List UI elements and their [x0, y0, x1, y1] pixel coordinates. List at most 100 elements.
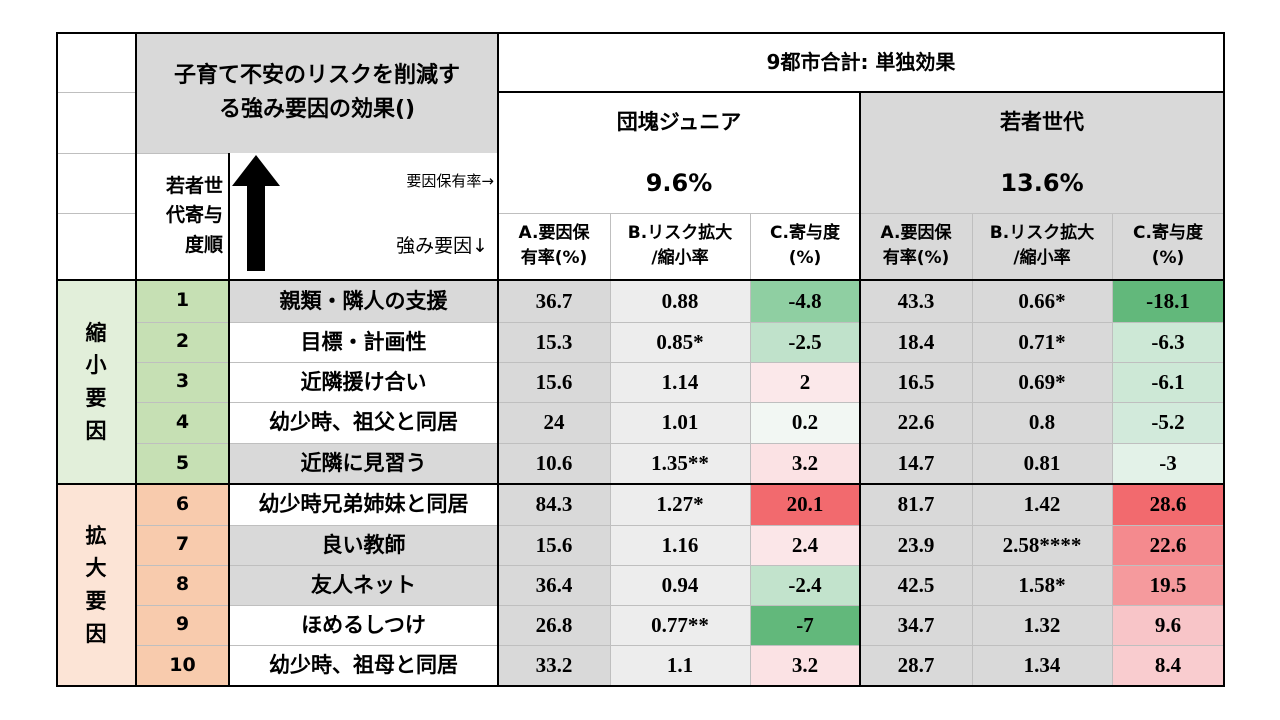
cell-jB: 0.85*	[610, 322, 750, 362]
cell-jA: 15.6	[498, 362, 610, 402]
grid-line	[56, 92, 136, 93]
grid-line	[136, 402, 1224, 403]
cell-wC: 22.6	[1112, 525, 1224, 565]
border-line	[56, 32, 58, 687]
col-header-w-a-line1: A.要因保	[880, 223, 952, 244]
cell-jA: 15.6	[498, 525, 610, 565]
cell-rank: 2	[136, 322, 229, 362]
col-header-w-b-line1: B.リスク拡大	[989, 223, 1095, 244]
cell-rank: 6	[136, 484, 229, 525]
cell-wA: 18.4	[860, 322, 972, 362]
cell-wA: 28.7	[860, 645, 972, 686]
table-title-line1: 子育て不安のリスクを削減す	[173, 62, 460, 88]
border-line	[56, 483, 1225, 485]
cell-wA: 22.6	[860, 402, 972, 443]
cell-wB: 0.81	[972, 443, 1112, 484]
cell-rank: 5	[136, 443, 229, 484]
cell-factor: 友人ネット	[229, 565, 498, 605]
cell-jB: 1.16	[610, 525, 750, 565]
col-header-w-c-line2: (%)	[1151, 248, 1185, 268]
cell-jC: 3.2	[750, 645, 860, 686]
cell-jB: 1.01	[610, 402, 750, 443]
cell-jA: 24	[498, 402, 610, 443]
cell-wC: 28.6	[1112, 484, 1224, 525]
cell-jC: 2.4	[750, 525, 860, 565]
grid-line	[750, 213, 751, 686]
grid-line	[56, 153, 136, 154]
cell-wA: 34.7	[860, 605, 972, 645]
category-reduction-char1: 縮	[85, 320, 107, 345]
cell-jC: 2	[750, 362, 860, 402]
border-line	[498, 91, 1225, 93]
col-header-j-a-line1: A.要因保	[518, 223, 590, 244]
cell-factor: 近隣に見習う	[229, 443, 498, 484]
group-name-young-generation: 若者世代	[860, 92, 1224, 153]
cell-wB: 0.69*	[972, 362, 1112, 402]
category-expansion-char1: 拡	[85, 523, 107, 548]
cell-factor: 幼少時、祖父と同居	[229, 402, 498, 443]
cell-factor: 幼少時兄弟姉妹と同居	[229, 484, 498, 525]
grid-line	[610, 213, 611, 686]
cell-jB: 1.14	[610, 362, 750, 402]
scope-header: 9都市合計: 単独効果	[498, 33, 1224, 92]
border-line	[56, 279, 1225, 281]
cell-wA: 43.3	[860, 280, 972, 322]
cell-jC: 3.2	[750, 443, 860, 484]
cell-factor: 近隣援け合い	[229, 362, 498, 402]
cell-wC: -6.3	[1112, 322, 1224, 362]
border-line	[228, 153, 230, 687]
cell-jA: 36.7	[498, 280, 610, 322]
cell-wB: 0.66*	[972, 280, 1112, 322]
cell-jB: 0.88	[610, 280, 750, 322]
border-line	[135, 32, 137, 687]
cell-jA: 15.3	[498, 322, 610, 362]
rank-order-label: 若者世 代寄与 度順	[136, 153, 229, 279]
grid-line	[136, 525, 1224, 526]
cell-wC: -5.2	[1112, 402, 1224, 443]
cell-rank: 1	[136, 280, 229, 322]
cell-wB: 1.32	[972, 605, 1112, 645]
cell-wA: 16.5	[860, 362, 972, 402]
cell-wC: -18.1	[1112, 280, 1224, 322]
border-line	[56, 32, 1225, 34]
factor-label-cell: 要因保有率→ 強み要因↓	[229, 153, 498, 279]
cell-jC: -2.4	[750, 565, 860, 605]
cell-rank: 3	[136, 362, 229, 402]
category-reduction-char2: 小	[85, 353, 107, 378]
col-header-w-c-line1: C.寄与度	[1133, 223, 1203, 244]
cell-jB: 1.35**	[610, 443, 750, 484]
grid-line	[136, 645, 1224, 646]
cell-jA: 36.4	[498, 565, 610, 605]
cell-factor: ほめるしつけ	[229, 605, 498, 645]
cell-factor: 親類・隣人の支援	[229, 280, 498, 322]
category-expansion: 拡 大 要 因	[56, 484, 136, 686]
category-reduction-char4: 因	[85, 418, 107, 443]
cell-wC: 19.5	[1112, 565, 1224, 605]
col-header-j-c: C.寄与度 (%)	[750, 213, 860, 279]
cell-factor: 幼少時、祖母と同居	[229, 645, 498, 686]
cell-wC: 9.6	[1112, 605, 1224, 645]
col-header-w-a-line2: 有率(%)	[882, 248, 950, 268]
group-name-dankai-junior: 団塊ジュニア	[498, 92, 860, 153]
rate-dankai-junior: 9.6%	[498, 153, 860, 213]
cell-rank: 10	[136, 645, 229, 686]
cell-jB: 1.1	[610, 645, 750, 686]
grid-line	[136, 153, 229, 154]
cell-jB: 1.27*	[610, 484, 750, 525]
rank-order-label-line3: 度順	[184, 233, 223, 256]
col-header-w-b-line2: /縮小率	[1013, 248, 1071, 268]
cell-jC: 20.1	[750, 484, 860, 525]
grid-line	[136, 322, 1224, 323]
rank-order-label-line2: 代寄与	[165, 204, 223, 227]
col-header-j-b-line1: B.リスク拡大	[627, 223, 733, 244]
cell-wB: 2.58****	[972, 525, 1112, 565]
table-title-line2: る強み要因の効果()	[218, 97, 416, 122]
cell-jC: 0.2	[750, 402, 860, 443]
cell-rank: 9	[136, 605, 229, 645]
grid-line	[136, 443, 1224, 444]
cell-wB: 1.34	[972, 645, 1112, 686]
col-header-j-a: A.要因保 有率(%)	[498, 213, 610, 279]
grid-line	[972, 213, 973, 686]
cell-wA: 81.7	[860, 484, 972, 525]
